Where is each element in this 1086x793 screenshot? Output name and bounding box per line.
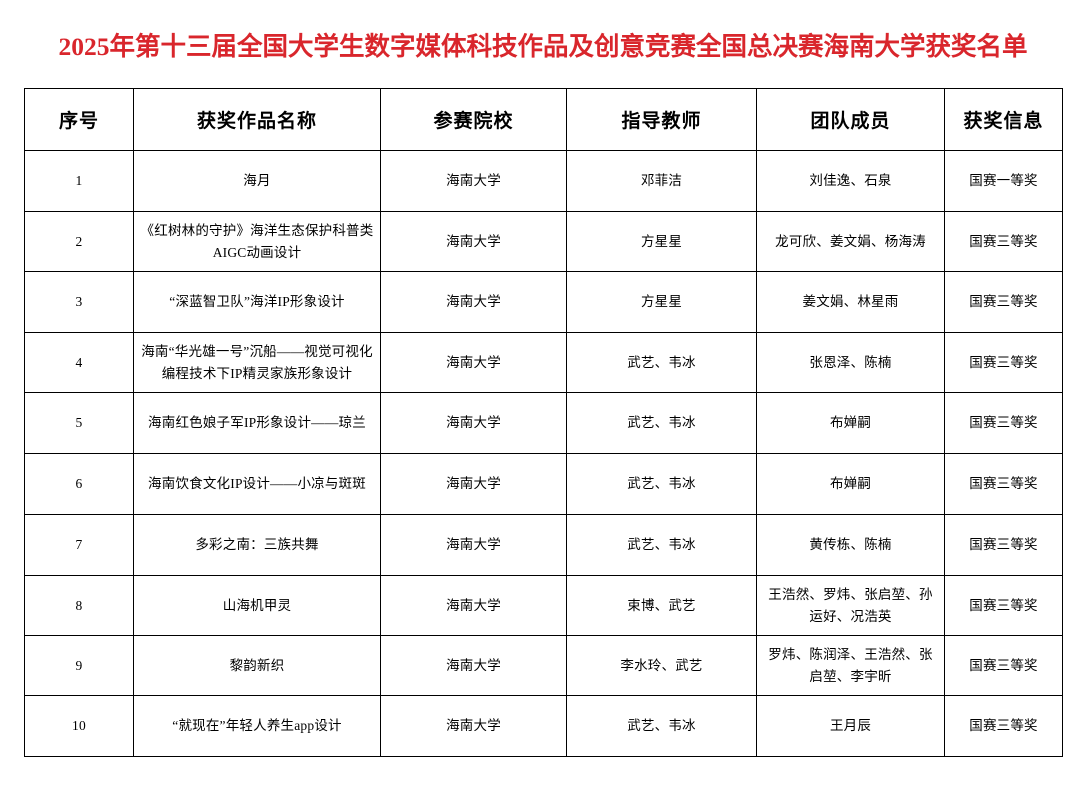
cell-no: 1	[24, 150, 134, 212]
cell-team: 布婵嗣	[756, 453, 945, 515]
cell-school: 海南大学	[380, 514, 567, 576]
cell-school: 海南大学	[380, 575, 567, 636]
cell-team: 张恩泽、陈楠	[756, 332, 945, 393]
table-row: 6 海南饮食文化IP设计——小凉与斑斑 海南大学 武艺、韦冰 布婵嗣 国赛三等奖	[24, 453, 1063, 515]
page-title: 2025年第十三届全国大学生数字媒体科技作品及创意竞赛全国总决赛海南大学获奖名单	[58, 32, 1028, 61]
column-header-school: 参赛院校	[380, 88, 567, 151]
cell-team: 刘佳逸、石泉	[756, 150, 945, 212]
cell-work: 多彩之南：三族共舞	[133, 514, 381, 576]
cell-no: 9	[24, 635, 134, 696]
cell-work: 海南饮食文化IP设计——小凉与斑斑	[133, 453, 381, 515]
table-row: 5 海南红色娘子军IP形象设计——琼兰 海南大学 武艺、韦冰 布婵嗣 国赛三等奖	[24, 392, 1063, 454]
cell-team: 王月辰	[756, 695, 945, 757]
cell-teacher: 方星星	[566, 211, 757, 272]
cell-award: 国赛三等奖	[944, 453, 1063, 515]
cell-team: 龙可欣、姜文娟、杨海涛	[756, 211, 945, 272]
cell-school: 海南大学	[380, 332, 567, 393]
cell-school: 海南大学	[380, 453, 567, 515]
cell-teacher: 武艺、韦冰	[566, 392, 757, 454]
table-header: 序号 获奖作品名称 参赛院校 指导教师 团队成员 获奖信息	[24, 88, 1063, 151]
cell-team: 姜文娟、林星雨	[756, 271, 945, 333]
cell-no: 3	[24, 271, 134, 333]
cell-school: 海南大学	[380, 211, 567, 272]
table-row: 4 海南“华光雄一号”沉船——视觉可视化编程技术下IP精灵家族形象设计 海南大学…	[24, 332, 1063, 393]
cell-award: 国赛三等奖	[944, 392, 1063, 454]
cell-work: 山海机甲灵	[133, 575, 381, 636]
table-row: 8 山海机甲灵 海南大学 束博、武艺 王浩然、罗炜、张启堃、孙运好、况浩英 国赛…	[24, 575, 1063, 636]
cell-teacher: 武艺、韦冰	[566, 695, 757, 757]
cell-work: 《红树林的守护》海洋生态保护科普类AIGC动画设计	[133, 211, 381, 272]
cell-award: 国赛三等奖	[944, 575, 1063, 636]
cell-school: 海南大学	[380, 150, 567, 212]
cell-work: “就现在”年轻人养生app设计	[133, 695, 381, 757]
award-table-container: 序号 获奖作品名称 参赛院校 指导教师 团队成员 获奖信息 1 海月 海南大学 …	[24, 88, 1063, 757]
cell-team: 王浩然、罗炜、张启堃、孙运好、况浩英	[756, 575, 945, 636]
table-row: 7 多彩之南：三族共舞 海南大学 武艺、韦冰 黄传栋、陈楠 国赛三等奖	[24, 514, 1063, 576]
award-table: 序号 获奖作品名称 参赛院校 指导教师 团队成员 获奖信息 1 海月 海南大学 …	[24, 88, 1063, 757]
table-header-row: 序号 获奖作品名称 参赛院校 指导教师 团队成员 获奖信息	[24, 88, 1063, 151]
table-body: 1 海月 海南大学 邓菲洁 刘佳逸、石泉 国赛一等奖 2 《红树林的守护》海洋生…	[24, 150, 1063, 757]
cell-team: 罗炜、陈润泽、王浩然、张启堃、李宇昕	[756, 635, 945, 696]
column-header-teacher: 指导教师	[566, 88, 757, 151]
cell-no: 7	[24, 514, 134, 576]
cell-school: 海南大学	[380, 271, 567, 333]
cell-teacher: 李水玲、武艺	[566, 635, 757, 696]
table-row: 1 海月 海南大学 邓菲洁 刘佳逸、石泉 国赛一等奖	[24, 150, 1063, 212]
cell-teacher: 武艺、韦冰	[566, 453, 757, 515]
cell-teacher: 武艺、韦冰	[566, 332, 757, 393]
column-header-award: 获奖信息	[944, 88, 1063, 151]
cell-teacher: 束博、武艺	[566, 575, 757, 636]
cell-work: 黎韵新织	[133, 635, 381, 696]
cell-award: 国赛一等奖	[944, 150, 1063, 212]
cell-work: 海月	[133, 150, 381, 212]
cell-no: 8	[24, 575, 134, 636]
cell-award: 国赛三等奖	[944, 211, 1063, 272]
cell-award: 国赛三等奖	[944, 271, 1063, 333]
cell-team: 黄传栋、陈楠	[756, 514, 945, 576]
table-row: 2 《红树林的守护》海洋生态保护科普类AIGC动画设计 海南大学 方星星 龙可欣…	[24, 211, 1063, 272]
cell-award: 国赛三等奖	[944, 514, 1063, 576]
cell-team: 布婵嗣	[756, 392, 945, 454]
cell-no: 4	[24, 332, 134, 393]
table-row: 10 “就现在”年轻人养生app设计 海南大学 武艺、韦冰 王月辰 国赛三等奖	[24, 695, 1063, 757]
column-header-no: 序号	[24, 88, 134, 151]
table-row: 3 “深蓝智卫队”海洋IP形象设计 海南大学 方星星 姜文娟、林星雨 国赛三等奖	[24, 271, 1063, 333]
table-row: 9 黎韵新织 海南大学 李水玲、武艺 罗炜、陈润泽、王浩然、张启堃、李宇昕 国赛…	[24, 635, 1063, 696]
cell-work: “深蓝智卫队”海洋IP形象设计	[133, 271, 381, 333]
cell-work: 海南“华光雄一号”沉船——视觉可视化编程技术下IP精灵家族形象设计	[133, 332, 381, 393]
cell-no: 10	[24, 695, 134, 757]
column-header-work: 获奖作品名称	[133, 88, 381, 151]
column-header-team: 团队成员	[756, 88, 945, 151]
cell-teacher: 邓菲洁	[566, 150, 757, 212]
cell-no: 2	[24, 211, 134, 272]
cell-no: 6	[24, 453, 134, 515]
cell-no: 5	[24, 392, 134, 454]
cell-award: 国赛三等奖	[944, 635, 1063, 696]
cell-award: 国赛三等奖	[944, 332, 1063, 393]
cell-school: 海南大学	[380, 635, 567, 696]
cell-school: 海南大学	[380, 392, 567, 454]
cell-teacher: 方星星	[566, 271, 757, 333]
cell-teacher: 武艺、韦冰	[566, 514, 757, 576]
cell-award: 国赛三等奖	[944, 695, 1063, 757]
cell-school: 海南大学	[380, 695, 567, 757]
cell-work: 海南红色娘子军IP形象设计——琼兰	[133, 392, 381, 454]
